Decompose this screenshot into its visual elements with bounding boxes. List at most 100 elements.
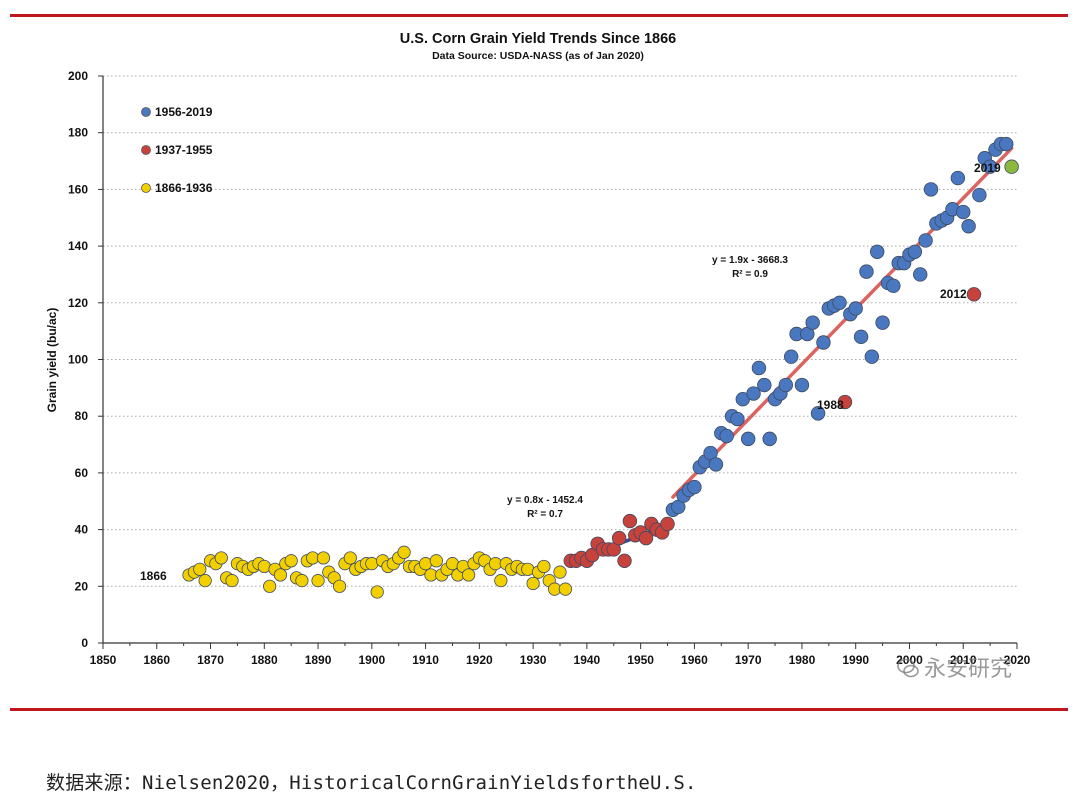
point-1866-1936-1890 [311, 574, 325, 588]
point-1956-2019-1978 [783, 349, 799, 364]
point-1956-2019-1983 [810, 406, 826, 421]
point-1866-1936-1883 [273, 568, 288, 582]
point-1937-1955-1948 [622, 513, 638, 529]
point-1956-2019-2011 [961, 219, 976, 234]
point-1866-1936-1872 [214, 551, 228, 565]
point-1956-2019-1973 [757, 377, 772, 393]
x-tick-label-1900: 1900 [358, 653, 385, 667]
y-axis-label: Grain yield (bu/ac) [45, 308, 59, 413]
trend-equation-1937-1955: y = 0.8x - 1452.4 [507, 495, 583, 506]
x-tick-label-1880: 1880 [251, 653, 278, 667]
point-1866-1936-1869 [198, 574, 212, 588]
point-1956-2019-1964 [708, 457, 724, 472]
point-1956-2019-1968 [730, 411, 745, 427]
y-tick-labels: 0 20 40 60 80 100 120 140 160 180 200 [68, 69, 88, 650]
y-tick-label-180: 180 [68, 126, 88, 140]
x-tick-label-1960: 1960 [681, 653, 708, 667]
annotations: y = 0.8x - 1452.4 R² = 0.7 y = 1.9x - 36… [140, 161, 1001, 583]
x-tick-label-1910: 1910 [412, 653, 439, 667]
x-tick-labels: 1850 1860 1870 1880 1890 1900 1910 1920 1930 1940… [90, 653, 1031, 667]
label-1988: 1988 [817, 398, 844, 412]
x-tick-label-1940: 1940 [574, 653, 601, 667]
bottom-rule [10, 708, 1068, 711]
point-1866-1936-1906 [397, 545, 411, 559]
x-tick-label-1870: 1870 [197, 653, 224, 667]
data-points [182, 136, 1014, 599]
point-1956-2019-1980 [794, 377, 810, 393]
point-1956-2019-1970 [740, 431, 756, 447]
wechat-icon [897, 658, 919, 678]
point-1866-1936-1901 [370, 585, 384, 599]
axes [98, 75, 1018, 649]
trend-r2-1937-1955: R² = 0.7 [527, 509, 563, 520]
point-1866-1936-1868 [193, 562, 207, 576]
legend-label-1956-2019: 1956-2019 [155, 105, 213, 119]
point-1956-2019-2002 [913, 267, 928, 282]
point-1866-1936-1894 [332, 579, 347, 593]
point-1866-1936-1932 [537, 559, 551, 574]
trendline-1 [671, 146, 1014, 499]
point-1956-2019-2013 [972, 187, 987, 203]
x-tick-label-1970: 1970 [735, 653, 762, 667]
point-1866-1936-1881 [263, 579, 277, 593]
label-2012: 2012 [940, 287, 967, 301]
point-1956-2019-2004 [923, 182, 939, 197]
trend-equation-1956-2019: y = 1.9x - 3668.3 [712, 255, 788, 266]
point-1956-2019-1971 [746, 386, 761, 401]
point-1866-1936-1930 [526, 576, 540, 591]
trend-r2-1956-2019: R² = 0.9 [732, 269, 768, 280]
chart-title: U.S. Corn Grain Yield Trends Since 1866 [400, 31, 676, 47]
point-1956-2019-2003 [918, 233, 933, 248]
point-1866-1936-1896 [343, 551, 357, 565]
y-tick-label-40: 40 [75, 523, 89, 537]
corn-yield-chart: U.S. Corn Grain Yield Trends Since 1866 … [45, 31, 1031, 667]
point-1956-2019-1995 [875, 315, 890, 330]
point-1937-1955-1947 [617, 553, 632, 568]
point-1866-1936-1887 [295, 574, 309, 588]
point-1956-2019-1966 [719, 428, 734, 444]
legend: 1956-2019 1937-1955 1866-1936 [141, 105, 213, 195]
y-tick-label-160: 160 [68, 182, 88, 196]
highlight-point-2019 [1004, 159, 1019, 174]
x-tick-label-2010: 2010 [950, 653, 977, 667]
x-tick-label-1990: 1990 [842, 653, 869, 667]
highlighted-points [837, 159, 1019, 410]
top-rule [10, 14, 1068, 17]
legend-marker-1866-1936 [141, 183, 151, 193]
point-1937-1955-1951 [638, 530, 654, 546]
point-1937-1955-1955 [660, 516, 675, 532]
legend-label-1866-1936: 1866-1936 [155, 181, 213, 195]
x-tick-label-1980: 1980 [789, 653, 816, 667]
point-1866-1936-1885 [284, 554, 298, 568]
y-tick-label-60: 60 [75, 466, 89, 480]
y-tick-label-0: 0 [81, 636, 88, 650]
watermark: 永安研究 [896, 651, 1012, 683]
point-1956-2019-2001 [907, 244, 923, 259]
annotation-1866: 1866 [140, 569, 167, 583]
chart-subtitle: Data Source: USDA-NASS (as of Jan 2020) [432, 50, 644, 62]
point-1956-2019-2009 [950, 170, 966, 186]
point-1866-1936-1918 [461, 568, 476, 582]
point-1956-2019-1960 [687, 479, 702, 495]
point-1956-2019-1993 [864, 349, 880, 364]
point-1866-1936-1935 [553, 565, 567, 579]
legend-marker-1937-1955 [141, 145, 151, 155]
point-1956-2019-1982 [805, 315, 820, 330]
x-tick-label-1890: 1890 [305, 653, 332, 667]
y-tick-label-140: 140 [68, 239, 88, 253]
highlight-point-1988 [837, 394, 853, 410]
point-1866-1936-1891 [316, 551, 331, 565]
x-tick-label-1950: 1950 [627, 653, 654, 667]
point-1956-2019-2018 [999, 136, 1014, 152]
point-1937-1955-1946 [611, 530, 627, 546]
point-1956-2019-2010 [956, 204, 971, 220]
x-tick-label-1930: 1930 [520, 653, 547, 667]
point-1956-2019-1987 [832, 295, 847, 311]
point-1956-2019-1997 [886, 278, 901, 293]
point-1956-2019-1974 [762, 431, 777, 447]
point-1866-1936-1912 [429, 554, 443, 568]
y-tick-label-80: 80 [75, 409, 89, 423]
point-1956-2019-1994 [870, 244, 885, 259]
label-2019: 2019 [974, 161, 1001, 175]
x-tick-label-2020: 2020 [1004, 653, 1031, 667]
